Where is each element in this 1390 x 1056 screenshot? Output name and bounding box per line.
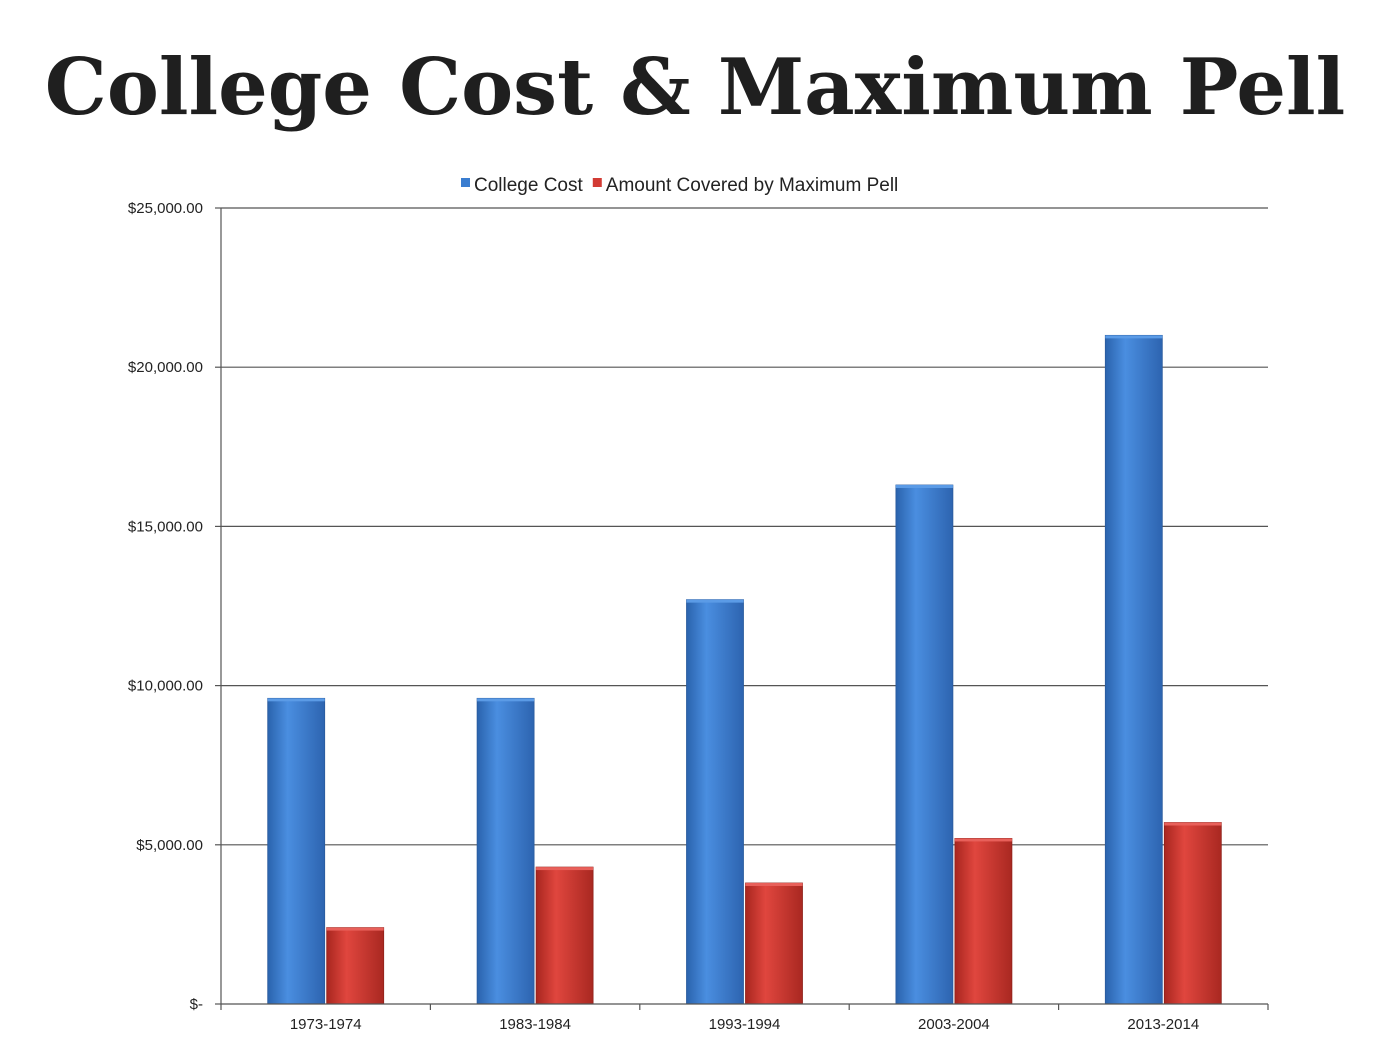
y-tick-label: $-: [190, 996, 203, 1013]
bar-pell-cap: [745, 883, 803, 887]
bar-pell-2013-2014: [1163, 822, 1222, 1005]
y-tick-label: $20,000.00: [128, 359, 203, 376]
bar-college-cost-1983-1984: [476, 697, 535, 1005]
bar-pell-cap: [1164, 822, 1222, 826]
bar-college-cost-1993-1994: [686, 599, 744, 1005]
x-tick-label: 1993-1994: [709, 1016, 781, 1033]
bar-pell-2003-2004: [954, 838, 1013, 1005]
bar-pell-cap: [326, 927, 384, 931]
y-tick-label: $5,000.00: [136, 837, 203, 854]
bar-pell-1993-1994: [745, 882, 803, 1005]
y-tick-label: $25,000.00: [128, 200, 203, 217]
bar-college-cost-cap: [686, 599, 744, 603]
bar-college-cost-2013-2014: [1104, 334, 1163, 1005]
legend-swatch-pell: [592, 178, 602, 187]
bar-pell-cap: [954, 838, 1012, 842]
bar-college-cost-cap: [267, 698, 325, 702]
x-tick-label: 1983-1984: [499, 1016, 571, 1033]
x-tick-label: 2003-2004: [918, 1016, 990, 1033]
legend-swatch-college-cost: [461, 178, 470, 187]
y-tick-label: $15,000.00: [128, 518, 203, 535]
bar-college-cost-cap: [895, 485, 953, 489]
x-tick-label: 1973-1974: [290, 1016, 362, 1033]
legend-label: Amount Covered by Maximum Pell: [606, 175, 899, 196]
bar-pell-1973-1974: [326, 927, 385, 1005]
bar-college-cost-1973-1974: [267, 697, 326, 1005]
bar-pell-cap: [536, 867, 594, 871]
x-tick-label: 2013-2014: [1127, 1016, 1199, 1033]
bar-college-cost-cap: [477, 698, 535, 702]
y-tick-label: $10,000.00: [128, 678, 203, 695]
legend-label: College Cost: [474, 175, 583, 196]
bar-pell-1983-1984: [535, 866, 594, 1005]
bar-college-cost-2003-2004: [895, 484, 954, 1005]
bar-college-cost-cap: [1105, 335, 1163, 339]
page-title: College Cost & Maximum Pell: [44, 42, 1346, 133]
